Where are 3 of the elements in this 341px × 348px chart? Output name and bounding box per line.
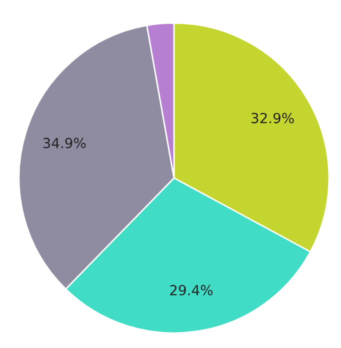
data-label: 29.4% — [170, 284, 213, 296]
data-label: 32.9% — [252, 112, 294, 124]
data-label: 34.9% — [43, 138, 86, 148]
